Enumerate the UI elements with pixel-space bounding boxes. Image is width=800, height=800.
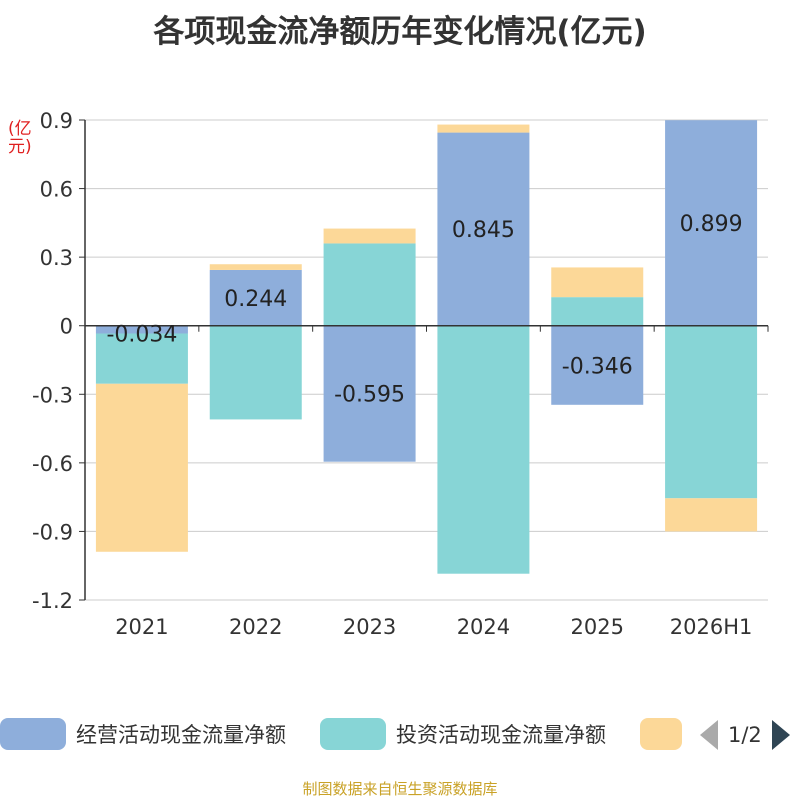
bar-segment <box>209 269 302 326</box>
bar-segment <box>551 297 644 326</box>
x-tick-label: 2021 <box>115 615 168 639</box>
x-tick-label: 2024 <box>457 615 510 639</box>
bar-segment <box>323 325 416 462</box>
legend-next-icon[interactable] <box>771 720 790 750</box>
bar-segment <box>665 325 758 499</box>
y-tick-label: 0.9 <box>40 109 73 133</box>
bar-segment <box>437 132 530 326</box>
data-label: -0.346 <box>562 354 633 379</box>
bar-segment <box>323 243 416 326</box>
bar-segment <box>551 325 644 405</box>
data-label: 0.845 <box>452 218 515 243</box>
legend-swatch <box>640 718 682 750</box>
bar-segment <box>665 120 758 326</box>
legend: 经营活动现金流量净额 投资活动现金流量净额 1/2 <box>0 716 800 756</box>
y-tick-label: -0.9 <box>32 520 73 544</box>
legend-swatch <box>320 718 386 750</box>
data-label: 0.899 <box>680 212 743 237</box>
y-tick-label: 0.3 <box>40 246 73 270</box>
legend-page-indicator: 1/2 <box>728 723 762 747</box>
x-tick-label: 2022 <box>229 615 282 639</box>
bar-chart: 0.9 0.6 0.3 0 -0.3 -0.6 -0.9 -1.2 2021 2022 2023 20… <box>32 109 769 639</box>
y-tick-label: 0.6 <box>40 178 73 202</box>
y-tick-label: -0.3 <box>32 383 73 407</box>
y-tick-label: 0 <box>60 315 73 339</box>
y-axis-unit-label: (亿元) <box>8 119 32 157</box>
bar-segment <box>95 325 188 334</box>
x-tick-label: 2026H1 <box>670 615 753 639</box>
bar-segment <box>95 383 188 552</box>
legend-item-investing[interactable]: 投资活动现金流量净额 <box>320 716 606 752</box>
x-tick-label: 2025 <box>571 615 624 639</box>
bar-segment <box>323 228 416 244</box>
legend-pager: 1/2 <box>700 720 790 750</box>
y-tick-label: -1.2 <box>32 589 73 613</box>
bar-segment <box>437 124 530 133</box>
data-label: 0.244 <box>224 287 287 312</box>
data-label: -0.034 <box>106 322 177 347</box>
legend-item-financing[interactable] <box>640 716 682 752</box>
y-tick-label: -0.6 <box>32 452 73 476</box>
legend-swatch <box>0 718 66 750</box>
legend-label: 经营活动现金流量净额 <box>76 723 286 747</box>
bar-segment <box>437 325 530 574</box>
legend-label: 投资活动现金流量净额 <box>396 723 606 747</box>
bar-segment <box>209 264 302 270</box>
bar-segment <box>665 498 758 532</box>
bar-segment <box>209 325 302 420</box>
data-label: -0.595 <box>334 383 405 408</box>
bar-segment <box>551 267 644 298</box>
bar-segment <box>95 333 188 384</box>
x-tick-label: 2023 <box>343 615 396 639</box>
chart-title: 各项现金流净额历年变化情况(亿元) <box>153 14 647 50</box>
source-note: 制图数据来自恒生聚源数据库 <box>302 780 498 798</box>
legend-item-operating[interactable]: 经营活动现金流量净额 <box>0 716 286 752</box>
legend-prev-icon[interactable] <box>700 720 718 750</box>
